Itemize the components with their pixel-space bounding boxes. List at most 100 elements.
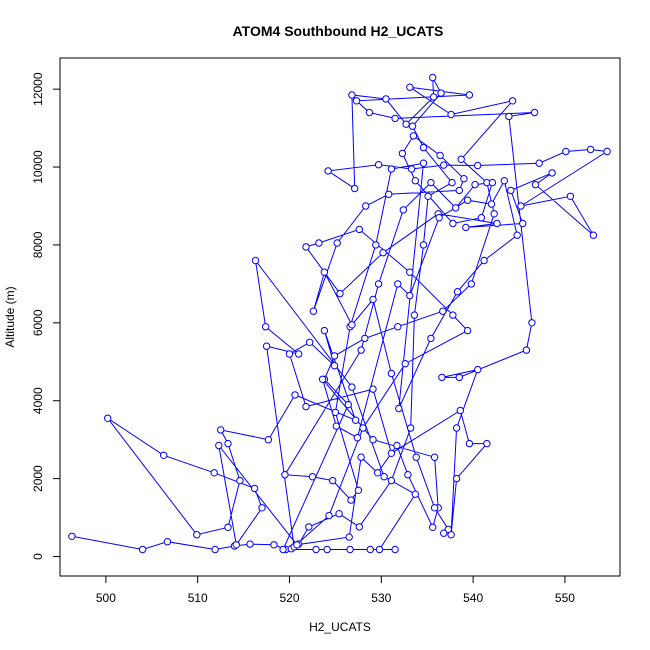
data-point: [295, 350, 303, 358]
y-tick-label: 0: [31, 553, 45, 560]
data-point: [285, 350, 294, 358]
data-point: [336, 289, 344, 298]
data-point: [369, 295, 377, 304]
x-tick-label: 540: [463, 591, 483, 605]
data-point: [465, 439, 474, 448]
data-point: [104, 414, 112, 422]
y-tick-label: 6000: [31, 309, 45, 336]
data-point: [393, 441, 401, 450]
data-point: [387, 449, 396, 457]
data-point: [519, 219, 527, 228]
data-point: [437, 89, 445, 97]
data-point: [406, 268, 414, 276]
plot-frame: [59, 57, 621, 577]
data-point: [373, 469, 382, 477]
data-point: [353, 434, 362, 442]
data-point: [471, 180, 479, 189]
data-point: [372, 241, 380, 249]
data-point: [401, 360, 409, 368]
x-tick-label: 550: [555, 591, 575, 605]
data-point: [315, 239, 323, 247]
y-tick-label: 2000: [31, 465, 45, 492]
data-point: [402, 120, 410, 128]
data-point: [264, 436, 273, 444]
data-point: [210, 469, 218, 477]
data-point: [312, 545, 320, 554]
data-point: [348, 383, 356, 391]
data-point: [380, 473, 388, 481]
data-point: [306, 338, 314, 346]
data-point: [398, 149, 407, 158]
data-point: [603, 147, 611, 156]
data-point: [453, 288, 462, 296]
data-point: [351, 416, 360, 424]
data-point: [163, 538, 172, 546]
data-point: [335, 510, 343, 518]
data-point: [480, 256, 488, 265]
data-point: [281, 471, 289, 479]
data-point: [412, 453, 420, 461]
data-point: [394, 280, 402, 288]
data-point: [385, 190, 393, 199]
data-point: [308, 473, 317, 481]
data-point: [305, 523, 313, 531]
data-point: [355, 225, 363, 234]
data-point: [320, 268, 329, 276]
y-axis-label: Altitude (m): [3, 286, 17, 347]
data-point: [457, 155, 465, 164]
data-point: [448, 178, 456, 187]
data-point: [375, 545, 384, 554]
data-point: [419, 241, 428, 249]
data-point: [463, 196, 472, 204]
data-point: [346, 545, 354, 554]
data-point: [424, 192, 432, 201]
data-point: [333, 239, 341, 247]
data-point: [232, 541, 241, 549]
data-point: [462, 223, 470, 232]
data-point: [391, 114, 399, 123]
data-point: [293, 541, 301, 549]
data-point: [427, 178, 435, 187]
data-point: [436, 151, 444, 160]
data-point: [535, 159, 543, 167]
data-point: [430, 453, 439, 461]
data-point: [483, 439, 491, 448]
data-point: [262, 342, 271, 350]
data-point: [160, 451, 168, 459]
data-point: [359, 424, 367, 432]
data-point: [330, 352, 339, 360]
x-tick-label: 530: [371, 591, 391, 605]
data-point: [493, 219, 501, 228]
data-point: [361, 334, 369, 343]
data-point: [410, 311, 419, 319]
data-point: [455, 186, 463, 195]
x-tick-label: 520: [279, 591, 299, 605]
data-point: [548, 169, 556, 177]
x-axis: 500 510 520 530 540 550: [96, 575, 575, 605]
data-point: [474, 365, 482, 374]
data-point: [562, 147, 570, 156]
data-point: [345, 533, 353, 541]
data-point: [309, 307, 318, 315]
data-point: [444, 525, 452, 533]
data-point: [419, 143, 428, 152]
data-point: [452, 204, 460, 212]
data-point: [323, 545, 331, 554]
data-point: [224, 523, 232, 531]
data-point: [279, 545, 287, 554]
data-point: [456, 406, 464, 415]
data-point: [138, 545, 147, 554]
data-point: [477, 214, 486, 222]
data-point: [352, 97, 361, 105]
data-point: [435, 214, 443, 222]
data-point: [320, 326, 329, 335]
data-point: [217, 426, 225, 434]
data-point: [408, 122, 417, 130]
data-point: [531, 180, 540, 189]
data-point: [348, 321, 356, 329]
data-point: [365, 108, 374, 117]
data-point: [318, 375, 327, 383]
data-point: [395, 404, 403, 413]
data-point: [211, 545, 219, 554]
